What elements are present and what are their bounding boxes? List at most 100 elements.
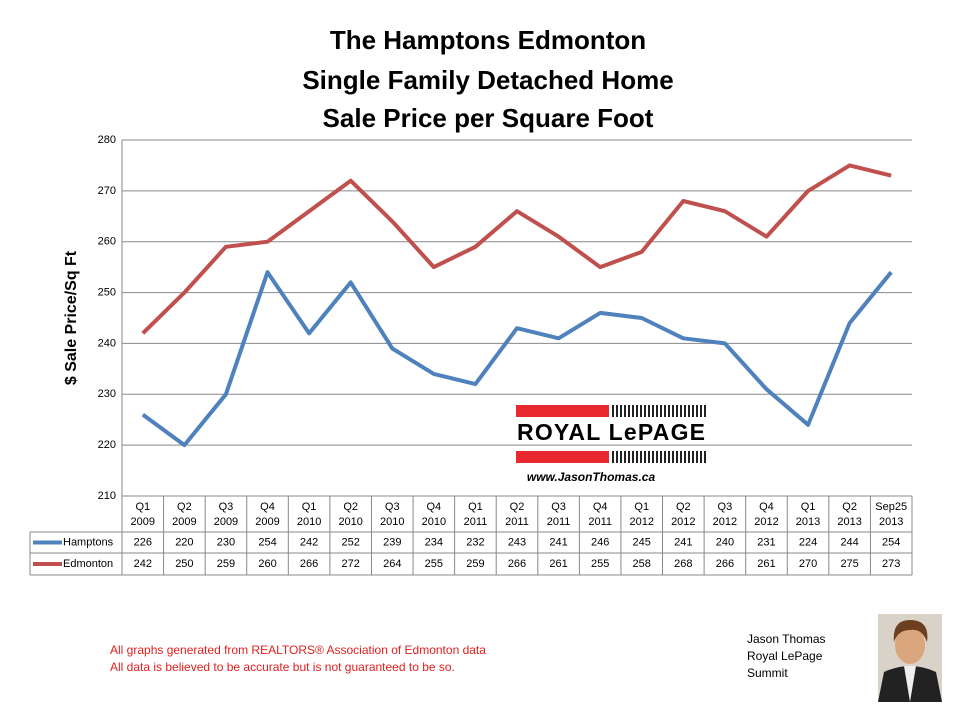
table-value: 255 [591,558,609,570]
logo-bar [612,451,706,463]
logo-text: ROYAL LePAGE [517,419,705,445]
x-tick-label: 2012 [671,516,695,528]
x-tick-label: Sep25 [875,501,907,513]
table-value: 220 [175,536,193,548]
table-value: 246 [591,536,609,548]
signature: Jason Thomas [747,632,826,646]
table-value: 272 [342,558,360,570]
table-value: 252 [342,536,360,548]
table-value: 240 [716,536,734,548]
x-tick-label: Q2 [676,501,691,513]
x-tick-label: 2011 [505,516,529,528]
x-tick-label: 2009 [172,516,196,528]
table-value: 260 [258,558,276,570]
table-value: 270 [799,558,817,570]
y-tick-label: 240 [98,337,116,349]
table-value: 264 [383,558,401,570]
table-value: 232 [466,536,484,548]
x-tick-label: 2010 [338,516,362,528]
footnote: All graphs generated from REALTORS® Asso… [110,643,486,657]
table-value: 268 [674,558,692,570]
table-value: 245 [633,536,651,548]
chart-title: Sale Price per Square Foot [323,103,654,133]
table-value: 259 [217,558,235,570]
x-tick-label: 2012 [629,516,653,528]
x-tick-label: 2010 [380,516,404,528]
table-value: 244 [840,536,858,548]
x-tick-label: Q3 [551,501,566,513]
signature: Summit [747,666,788,680]
table-value: 266 [716,558,734,570]
series-line [141,163,892,335]
y-tick-label: 220 [98,439,116,451]
table-value: 226 [134,536,152,548]
table-value: 230 [217,536,235,548]
table-value: 258 [633,558,651,570]
x-tick-label: Q2 [177,501,192,513]
x-tick-label: 2012 [754,516,778,528]
y-tick-label: 250 [98,286,116,298]
y-tick-label: 260 [98,236,116,248]
table-value: 266 [508,558,526,570]
x-tick-label: 2011 [464,516,488,528]
x-tick-label: Q1 [302,501,317,513]
y-axis-label: $ Sale Price/Sq Ft [63,250,80,385]
logo-bar [516,451,609,463]
logo-bar [516,405,609,417]
x-tick-label: 2011 [547,516,571,528]
table-value: 254 [882,536,900,548]
logo-url: www.JasonThomas.ca [527,470,656,484]
footnote: All data is believed to be accurate but … [110,660,455,674]
x-tick-label: 2010 [422,516,446,528]
table-value: 266 [300,558,318,570]
table-value: 224 [799,536,817,548]
portrait-shirt [904,666,916,702]
x-tick-label: 2009 [214,516,238,528]
table-value: 239 [383,536,401,548]
x-tick-label: Q4 [260,501,275,513]
x-tick-label: Q1 [468,501,483,513]
table-value: 242 [300,536,318,548]
x-tick-label: Q3 [219,501,234,513]
x-tick-label: 2012 [713,516,737,528]
x-tick-label: Q4 [426,501,441,513]
x-tick-label: Q1 [634,501,649,513]
y-tick-label: 210 [98,490,116,502]
x-tick-label: 2009 [255,516,279,528]
portrait-face [895,626,925,664]
x-tick-label: Q2 [842,501,857,513]
x-tick-label: Q3 [718,501,733,513]
table-value: 250 [175,558,193,570]
x-tick-label: 2013 [796,516,820,528]
x-tick-label: 2010 [297,516,321,528]
y-tick-label: 280 [98,134,116,146]
chart-title: Single Family Detached Home [302,65,673,95]
x-tick-label: 2011 [588,516,612,528]
logo-bar [612,405,706,417]
x-tick-label: Q4 [759,501,774,513]
portrait-hair [893,620,928,642]
logo: ROYAL LePAGE www.JasonThomas.ca [516,405,706,484]
table-value: 259 [466,558,484,570]
x-tick-label: Q1 [801,501,816,513]
y-tick-label: 230 [98,388,116,400]
table-value: 254 [258,536,276,548]
table-value: 231 [757,536,775,548]
legend-label: Hamptons [63,536,114,548]
table-value: 242 [134,558,152,570]
chart-title: The Hamptons Edmonton [330,25,646,55]
table-value: 275 [840,558,858,570]
table-value: 261 [549,558,567,570]
x-tick-label: Q4 [593,501,608,513]
portrait [878,614,942,702]
table-value: 261 [757,558,775,570]
table-value: 241 [674,536,692,548]
signature: Royal LePage [747,649,823,663]
x-tick-label: Q2 [510,501,525,513]
x-tick-label: Q3 [385,501,400,513]
x-tick-label: 2013 [837,516,861,528]
x-tick-label: 2009 [131,516,155,528]
table-value: 273 [882,558,900,570]
